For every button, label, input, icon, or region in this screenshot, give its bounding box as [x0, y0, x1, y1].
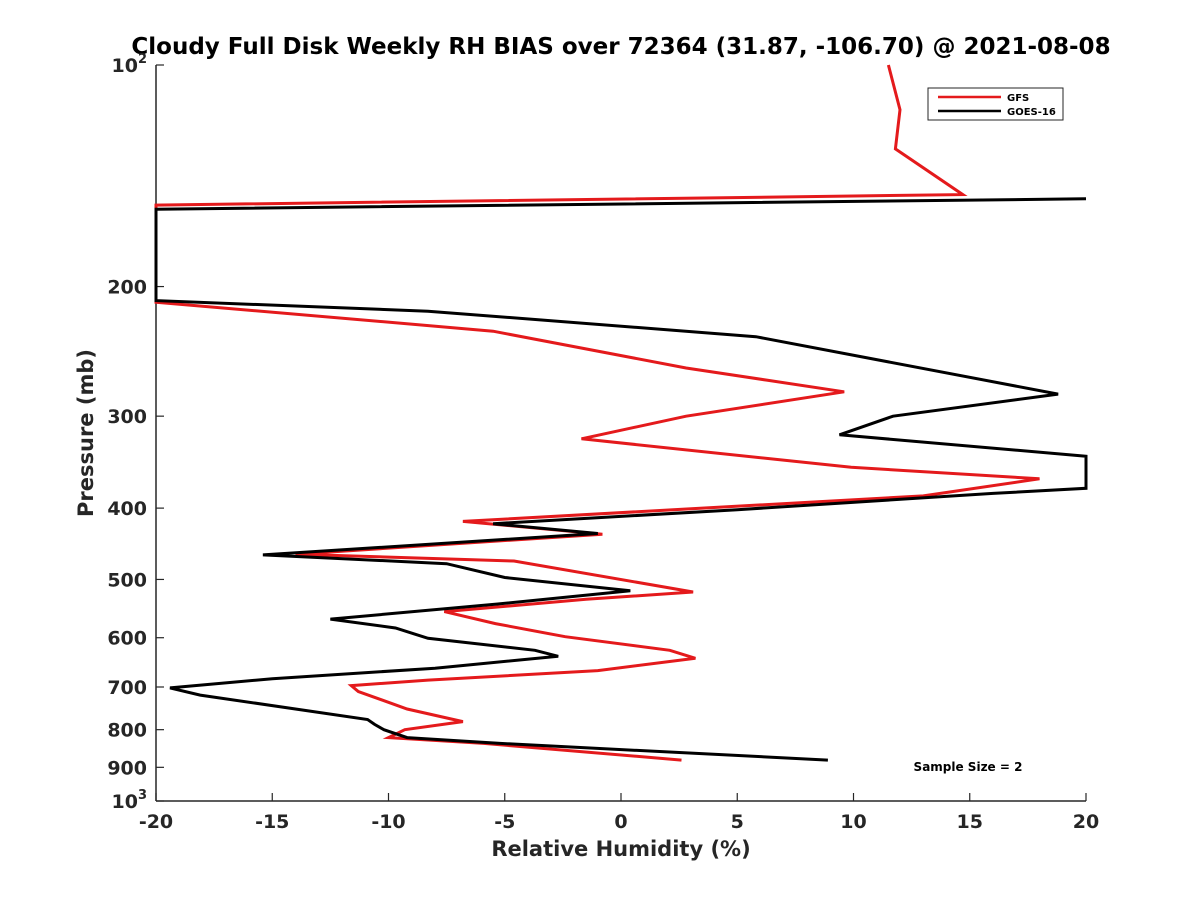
- y-tick-label: 500: [107, 569, 147, 591]
- x-tick-label: -15: [255, 811, 289, 833]
- x-tick-label: 0: [614, 811, 627, 833]
- y-tick-label: 700: [107, 677, 147, 699]
- series-layer: [154, 64, 1088, 762]
- x-ticks: -20 -15 -10 -5 0 5 10 15 20: [139, 793, 1099, 833]
- y-tick-label: 102: [112, 52, 148, 77]
- x-tick-label: 10: [840, 811, 866, 833]
- y-tick-label: 800: [107, 720, 147, 742]
- y-tick-label: 300: [107, 406, 147, 428]
- y-tick-exponent: 2: [138, 52, 147, 67]
- y-tick-label: 200: [107, 277, 147, 299]
- y-tick-label: 900: [107, 757, 147, 779]
- sample-size-annotation: Sample Size = 2: [914, 760, 1023, 774]
- x-tick-label: 15: [957, 811, 983, 833]
- y-axis-label: Pressure (mb): [74, 349, 98, 517]
- y-tick-base: 10: [112, 791, 138, 813]
- x-tick-label: -5: [494, 811, 515, 833]
- x-tick-label: 5: [731, 811, 744, 833]
- x-tick-label: -20: [139, 811, 173, 833]
- legend: GFS GOES-16: [927, 87, 1064, 121]
- x-tick-label: -10: [371, 811, 405, 833]
- x-tick-label: 20: [1073, 811, 1099, 833]
- x-axis-label: Relative Humidity (%): [491, 837, 750, 861]
- y-tick-exponent: 3: [138, 788, 147, 803]
- series-line-gfs: [154, 64, 1040, 762]
- legend-label-gfs: GFS: [1007, 93, 1029, 104]
- series-line-goes16: [154, 197, 1088, 762]
- y-tick-label: 103: [112, 788, 148, 813]
- plot-area: [155, 65, 1086, 802]
- y-tick-label: 400: [107, 498, 147, 520]
- chart-title: Cloudy Full Disk Weekly RH BIAS over 723…: [131, 34, 1110, 60]
- y-tick-base: 10: [112, 55, 138, 77]
- legend-box: [927, 87, 1064, 121]
- legend-label-goes16: GOES-16: [1007, 107, 1056, 118]
- y-tick-label: 600: [107, 628, 147, 650]
